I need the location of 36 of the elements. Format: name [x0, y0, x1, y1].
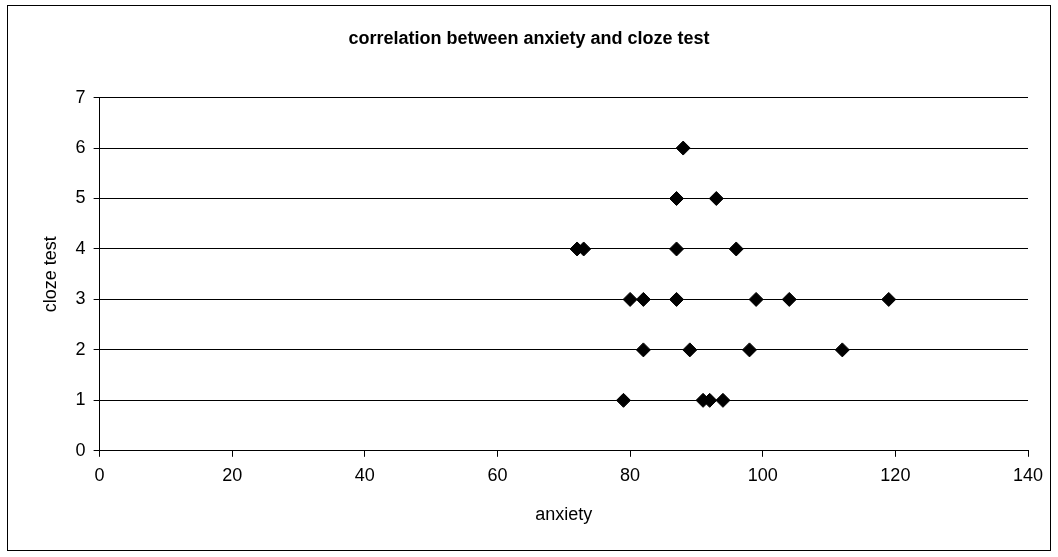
point	[635, 291, 651, 307]
point	[728, 241, 744, 257]
x-tick-label: 0	[94, 464, 105, 485]
point	[834, 342, 850, 358]
point	[682, 342, 698, 358]
point	[675, 140, 691, 156]
x-tick-label: 100	[747, 464, 778, 485]
x-axis-title: anxiety	[535, 504, 593, 525]
y-tick-label: 1	[75, 389, 86, 410]
y-tick-label: 5	[75, 187, 86, 208]
x-tick-label: 40	[354, 464, 375, 485]
point	[781, 291, 797, 307]
y-tick-label: 3	[75, 288, 86, 309]
point	[669, 191, 685, 207]
y-tick-label: 7	[75, 86, 86, 107]
point	[615, 392, 631, 408]
point	[669, 241, 685, 257]
point	[748, 291, 764, 307]
point	[741, 342, 757, 358]
point	[669, 291, 685, 307]
x-tick-label: 140	[1012, 464, 1044, 485]
chart-title: correlation between anxiety and cloze test	[348, 27, 710, 48]
point	[715, 392, 731, 408]
x-tick-label: 120	[880, 464, 911, 485]
x-tick-label: 20	[222, 464, 243, 485]
y-tick-label: 0	[75, 439, 86, 460]
point	[622, 291, 638, 307]
point	[635, 342, 651, 358]
y-tick-label: 6	[75, 137, 86, 158]
y-axis-title: cloze test	[39, 236, 60, 313]
y-tick-label: 4	[75, 237, 86, 258]
point	[708, 191, 724, 207]
x-tick-label: 80	[620, 464, 641, 485]
y-tick-label: 2	[75, 338, 86, 359]
x-tick-label: 60	[487, 464, 508, 485]
point	[881, 291, 897, 307]
